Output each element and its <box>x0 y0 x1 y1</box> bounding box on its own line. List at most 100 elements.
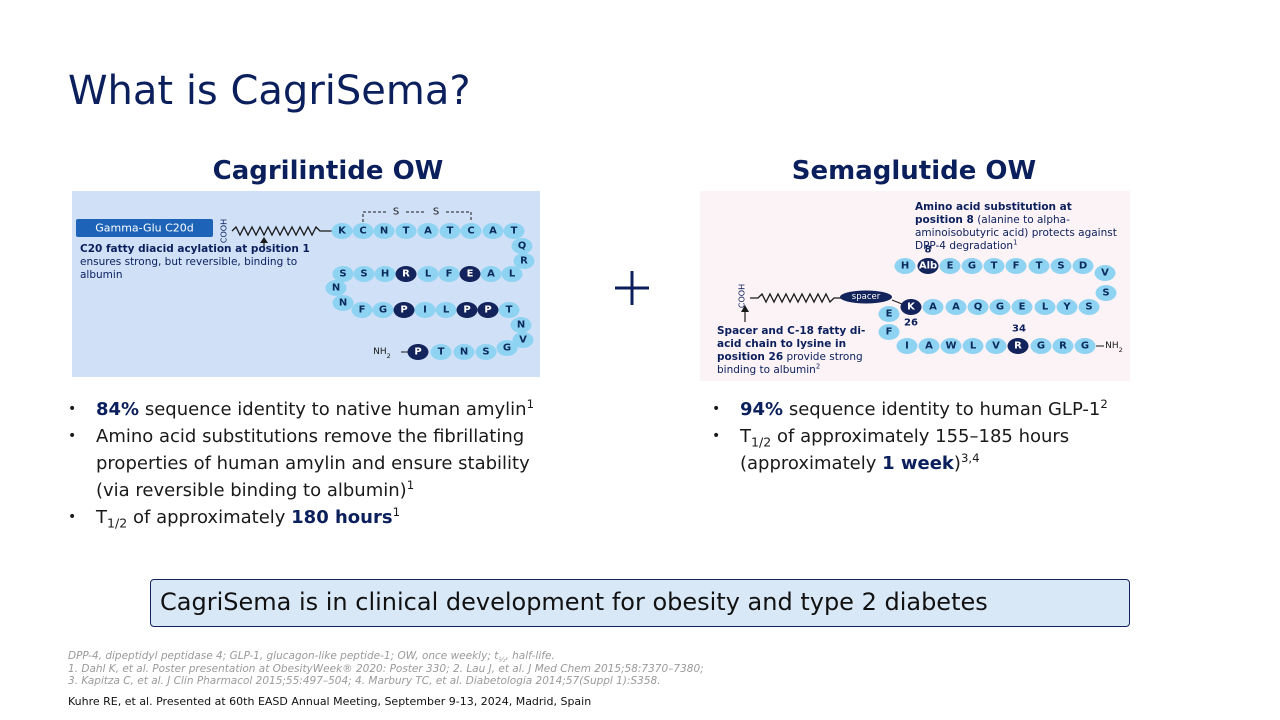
residue <box>940 338 962 354</box>
residue <box>351 302 373 318</box>
residue-label: T <box>991 261 998 272</box>
footnote-line: 1. Dahl K, et al. Poster presentation at… <box>68 663 704 676</box>
residue-label: V <box>1101 268 1109 279</box>
residue <box>459 266 481 282</box>
residue <box>878 306 900 322</box>
residue-label: T <box>403 226 410 237</box>
text-run: 2 <box>387 352 391 360</box>
text-run: of approximately <box>127 507 292 528</box>
text-run: sequence identity to human GLP-1 <box>783 399 1101 420</box>
residue-label: Q <box>518 241 527 252</box>
residue <box>1078 299 1100 315</box>
residue-label: N <box>517 320 525 331</box>
residue <box>482 223 504 239</box>
text-run: 2 <box>1119 346 1123 354</box>
cooh-label: COOH <box>738 284 747 308</box>
residue <box>332 266 354 282</box>
text-run: C20 fatty diacid acylation at position 1 <box>80 243 310 255</box>
residue-label: A <box>424 226 432 237</box>
residue <box>332 295 354 311</box>
text-run: (alanine to alpha-aminoisobutyric acid) … <box>915 214 1117 252</box>
residue <box>967 299 989 315</box>
residue <box>1056 299 1078 315</box>
text-run: Amino acid substitutions remove the fibr… <box>96 426 530 501</box>
residue-label: N <box>332 283 340 294</box>
residue-label: N <box>380 226 388 237</box>
residue <box>498 302 520 318</box>
residue <box>878 324 900 340</box>
residue-label: L <box>1042 302 1049 313</box>
residue-label: Alb <box>919 261 937 272</box>
residue-label: K <box>907 302 916 313</box>
residue-label: N <box>339 298 347 309</box>
residue-label: T <box>1036 261 1043 272</box>
residue <box>325 280 347 296</box>
residue-label: P <box>414 347 421 358</box>
residue <box>395 266 417 282</box>
residue <box>480 266 502 282</box>
residue <box>1094 265 1116 281</box>
residue-label: T <box>447 226 454 237</box>
residue-label: T <box>511 226 518 237</box>
residue-label: R <box>402 269 410 280</box>
text-run: 94% <box>740 399 784 420</box>
residue-label: G <box>1081 341 1089 352</box>
residue-label: F <box>446 269 453 280</box>
residue <box>352 223 374 239</box>
text-run: 2 <box>815 362 821 371</box>
disulfide-bridge <box>362 211 386 222</box>
text-run: 1/2 <box>751 434 772 450</box>
text-run: NH <box>1105 341 1119 351</box>
residue-label: S <box>360 269 367 280</box>
residue-label: L <box>425 269 432 280</box>
residue-label: G <box>996 302 1004 313</box>
residue <box>439 223 461 239</box>
residue <box>1095 285 1117 301</box>
footnote-line: DPP-4, dipeptidyl peptidase 4; GLP-1, gl… <box>68 650 704 663</box>
cooh-label: COOH <box>220 219 229 243</box>
residue <box>353 266 375 282</box>
nh2-label: NH2 <box>1105 341 1123 354</box>
residue <box>513 253 535 269</box>
spacer-label: spacer <box>852 292 881 302</box>
residue <box>918 338 940 354</box>
footnote-line: 3. Kapitza C, et al. J Clin Pharmacol 20… <box>68 675 704 688</box>
left-bullets: 84% sequence identity to native human am… <box>68 396 558 531</box>
residue-label: A <box>489 226 497 237</box>
residue-label: C <box>359 226 366 237</box>
residue-label: E <box>947 261 954 272</box>
residue-label: N <box>460 347 468 358</box>
spacer-note: Spacer and C-18 fatty di-acid chain to l… <box>717 325 867 377</box>
residue-label: P <box>484 305 491 316</box>
residue <box>900 299 922 315</box>
residue-label: S <box>1102 288 1109 299</box>
residue <box>417 223 439 239</box>
residue <box>961 258 983 274</box>
bullet: 94% sequence identity to human GLP-12 <box>712 396 1132 423</box>
position-label: 34 <box>1012 324 1026 335</box>
text-run: 180 hours <box>291 507 393 528</box>
residue <box>983 258 1005 274</box>
residue <box>373 223 395 239</box>
text-run: T <box>96 507 107 528</box>
residue <box>1028 258 1050 274</box>
text-run: of approximately 155–185 hours (approxim… <box>740 426 1070 474</box>
residue <box>477 302 499 318</box>
residue-label: E <box>1019 302 1026 313</box>
fatty-chain <box>231 225 332 237</box>
residue-label: I <box>905 341 909 352</box>
residue <box>1011 299 1033 315</box>
bullet: T1/2 of approximately 155–185 hours (app… <box>712 423 1132 477</box>
callout-box: CagriSema is in clinical development for… <box>150 579 1130 627</box>
residue <box>456 302 478 318</box>
residue <box>945 299 967 315</box>
residue-label: I <box>423 305 427 316</box>
residue-label: P <box>400 305 407 316</box>
text-run: Spacer and C-18 fatty di-acid chain to l… <box>717 325 866 363</box>
residue-label: Q <box>974 302 983 313</box>
residue-label: E <box>886 309 893 320</box>
footnotes: DPP-4, dipeptidyl peptidase 4; GLP-1, gl… <box>68 650 704 688</box>
residue-label: T <box>438 347 445 358</box>
residue <box>453 344 475 360</box>
